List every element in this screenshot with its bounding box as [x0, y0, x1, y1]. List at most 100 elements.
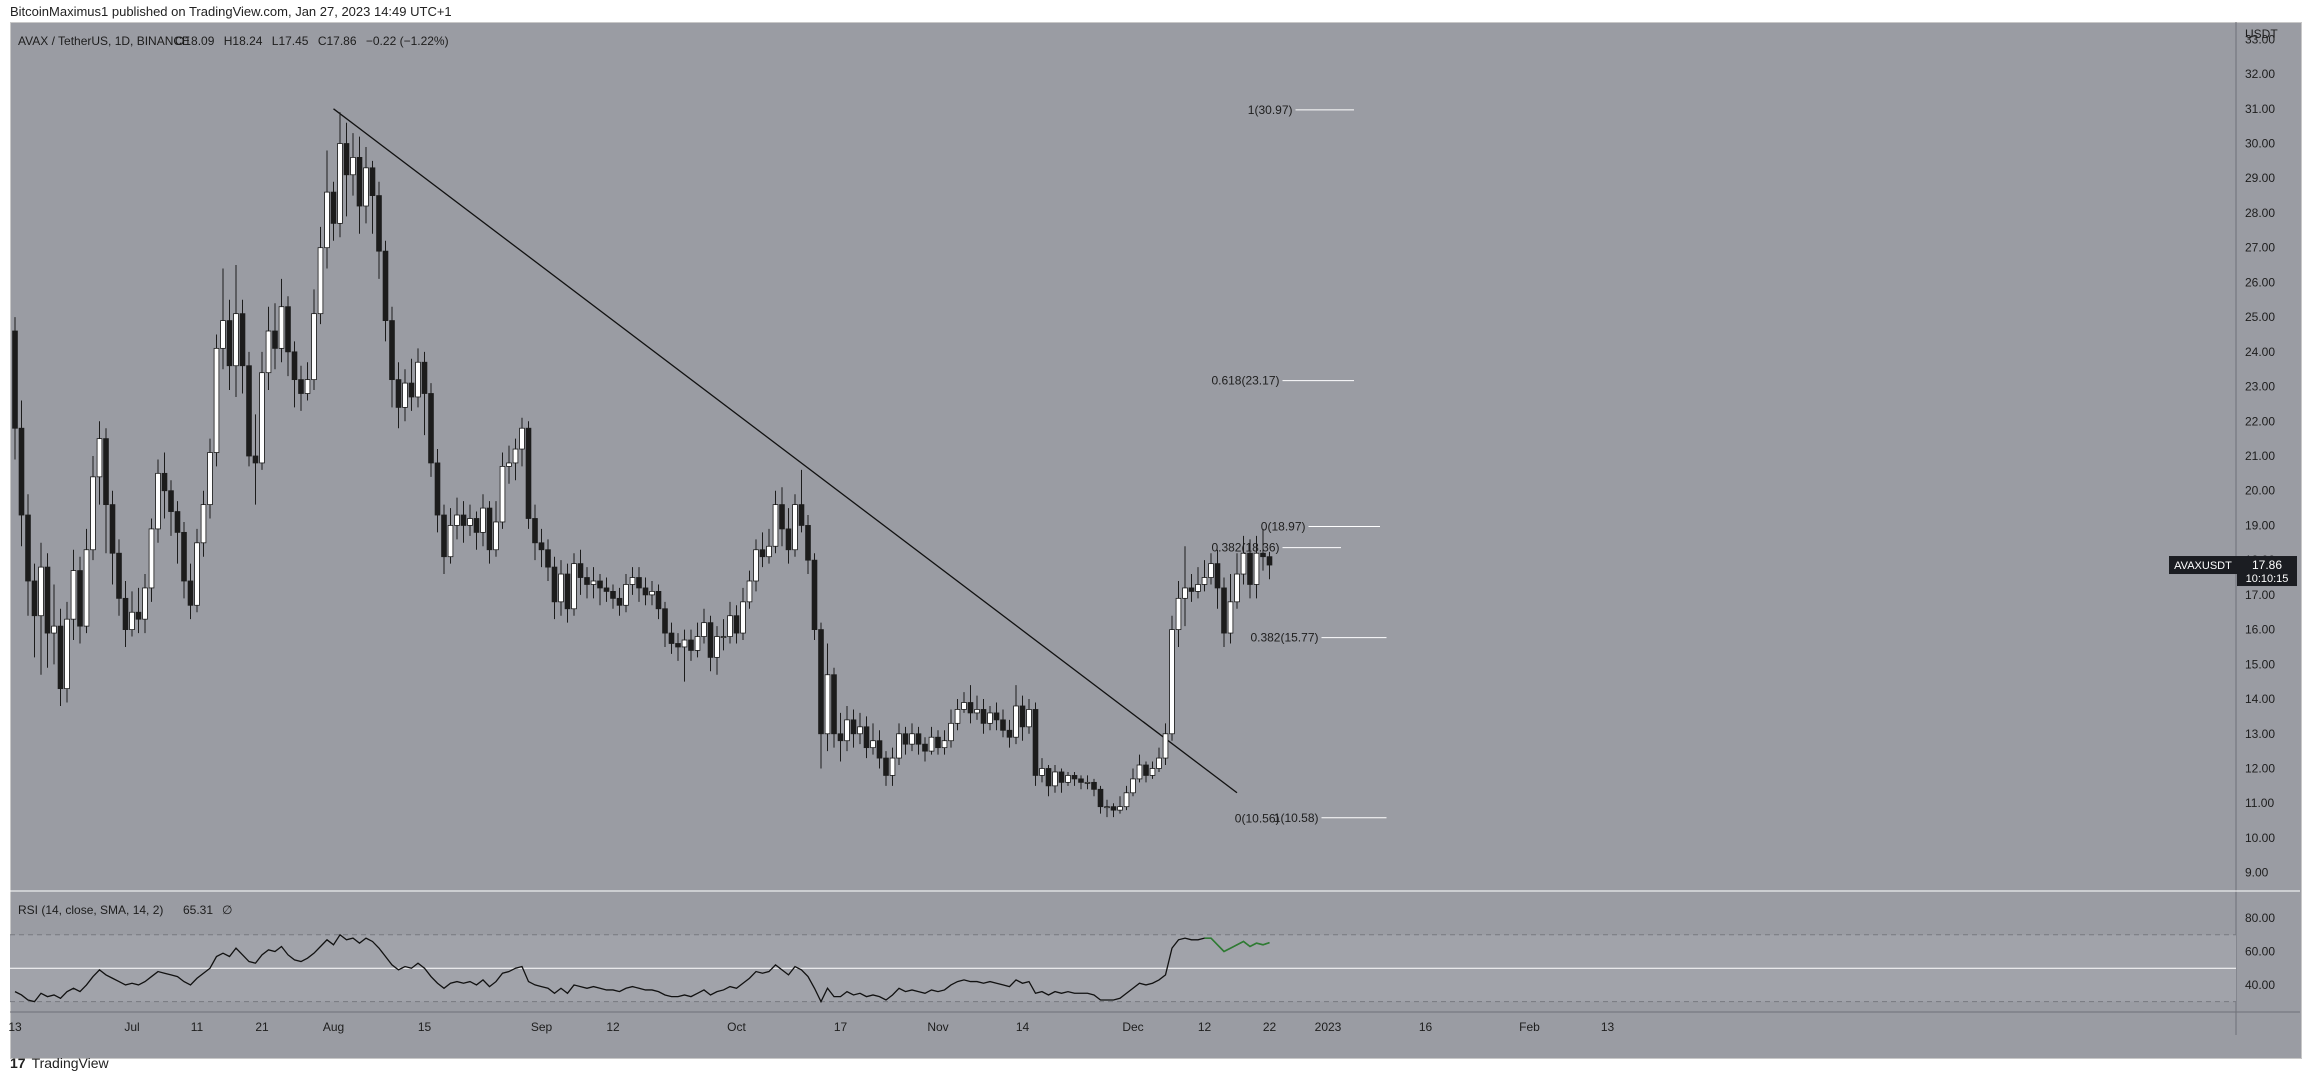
rsi-line[interactable]	[14, 933, 1270, 1004]
candle-182[interactable]	[1195, 567, 1201, 599]
candle-99[interactable]	[655, 584, 662, 620]
candle-23[interactable]	[161, 452, 168, 519]
candle-21[interactable]	[148, 518, 155, 602]
candle-139[interactable]	[915, 726, 922, 755]
candle-108[interactable]	[714, 626, 720, 675]
candle-87[interactable]	[577, 549, 584, 595]
candle-186[interactable]	[1221, 577, 1227, 647]
candle-121[interactable]	[798, 469, 805, 533]
candle-34[interactable]	[233, 265, 239, 397]
candle-124[interactable]	[818, 622, 824, 769]
candle-86[interactable]	[571, 553, 577, 616]
candle-9[interactable]	[70, 549, 77, 641]
candle-102[interactable]	[675, 633, 681, 661]
candle-116[interactable]	[766, 528, 772, 564]
candle-51[interactable]	[343, 122, 350, 217]
candle-82[interactable]	[545, 539, 551, 581]
candle-40[interactable]	[272, 303, 278, 370]
candle-71[interactable]	[473, 511, 480, 550]
candle-6[interactable]	[51, 584, 57, 665]
candle-77[interactable]	[512, 438, 519, 481]
candle-1[interactable]	[18, 400, 25, 547]
candle-137[interactable]	[902, 726, 909, 755]
candle-53[interactable]	[356, 136, 363, 234]
candle-27[interactable]	[187, 563, 194, 620]
candle-79[interactable]	[525, 421, 532, 529]
candle-134[interactable]	[883, 751, 889, 786]
tradingview-footer[interactable]: 17 TradingView	[10, 1055, 109, 1071]
candle-158[interactable]	[1039, 758, 1045, 783]
candle-49[interactable]	[330, 181, 337, 241]
candle-88[interactable]	[584, 567, 590, 599]
candle-169[interactable]	[1110, 803, 1117, 818]
candle-0[interactable]	[12, 317, 18, 460]
candle-24[interactable]	[168, 480, 174, 536]
candle-142[interactable]	[935, 730, 941, 755]
candle-160[interactable]	[1052, 765, 1058, 793]
candle-47[interactable]	[317, 226, 324, 325]
candle-150[interactable]	[987, 705, 993, 731]
candle-67[interactable]	[447, 508, 454, 564]
candle-138[interactable]	[909, 723, 915, 752]
candle-187[interactable]	[1227, 574, 1234, 644]
candle-190[interactable]	[1247, 539, 1253, 599]
candle-98[interactable]	[649, 580, 655, 606]
candle-32[interactable]	[220, 268, 226, 370]
candle-174[interactable]	[1143, 761, 1149, 783]
candle-84[interactable]	[558, 560, 564, 616]
candle-147[interactable]	[967, 685, 974, 724]
candle-13[interactable]	[96, 421, 103, 505]
candle-164[interactable]	[1078, 775, 1084, 790]
candle-81[interactable]	[538, 528, 545, 568]
candle-105[interactable]	[694, 622, 701, 658]
candle-20[interactable]	[142, 574, 148, 634]
candle-111[interactable]	[733, 605, 740, 644]
candle-120[interactable]	[792, 494, 798, 557]
candle-62[interactable]	[415, 348, 421, 408]
candle-11[interactable]	[83, 528, 90, 634]
candle-52[interactable]	[350, 133, 356, 196]
candle-14[interactable]	[103, 428, 109, 554]
candle-179[interactable]	[1175, 580, 1182, 647]
candle-70[interactable]	[467, 504, 473, 536]
candle-56[interactable]	[376, 181, 382, 279]
candle-154[interactable]	[1013, 685, 1019, 745]
candle-123[interactable]	[811, 553, 818, 641]
candle-35[interactable]	[239, 299, 246, 394]
candle-17[interactable]	[122, 580, 129, 647]
candle-5[interactable]	[44, 553, 51, 668]
candle-115[interactable]	[759, 532, 766, 568]
candle-148[interactable]	[974, 695, 980, 720]
candle-172[interactable]	[1130, 768, 1136, 797]
candle-118[interactable]	[779, 487, 785, 547]
candle-161[interactable]	[1058, 768, 1065, 793]
candle-44[interactable]	[298, 365, 304, 411]
candle-163[interactable]	[1071, 771, 1078, 786]
candle-135[interactable]	[889, 747, 896, 786]
candle-109[interactable]	[720, 619, 727, 651]
candle-90[interactable]	[597, 574, 603, 606]
candle-129[interactable]	[850, 709, 857, 748]
candle-41[interactable]	[278, 278, 285, 363]
candle-122[interactable]	[805, 515, 811, 575]
candle-168[interactable]	[1104, 799, 1110, 818]
candle-33[interactable]	[226, 299, 233, 391]
candle-72[interactable]	[480, 494, 486, 547]
candle-167[interactable]	[1097, 785, 1104, 814]
candle-61[interactable]	[408, 358, 415, 411]
candle-185[interactable]	[1214, 549, 1221, 609]
candle-170[interactable]	[1117, 796, 1123, 814]
candle-112[interactable]	[740, 587, 746, 641]
candle-183[interactable]	[1201, 560, 1208, 592]
candle-38[interactable]	[259, 351, 265, 470]
symbol-tag[interactable]: AVAXUSDT	[2174, 560, 2232, 572]
candle-151[interactable]	[993, 702, 1000, 731]
candle-153[interactable]	[1006, 719, 1013, 748]
candle-83[interactable]	[551, 556, 558, 620]
candle-103[interactable]	[681, 629, 688, 682]
rsi-header[interactable]: RSI (14, close, SMA, 14, 2)	[18, 903, 163, 917]
candle-66[interactable]	[441, 504, 447, 575]
candle-78[interactable]	[519, 417, 525, 467]
candle-73[interactable]	[486, 501, 493, 564]
